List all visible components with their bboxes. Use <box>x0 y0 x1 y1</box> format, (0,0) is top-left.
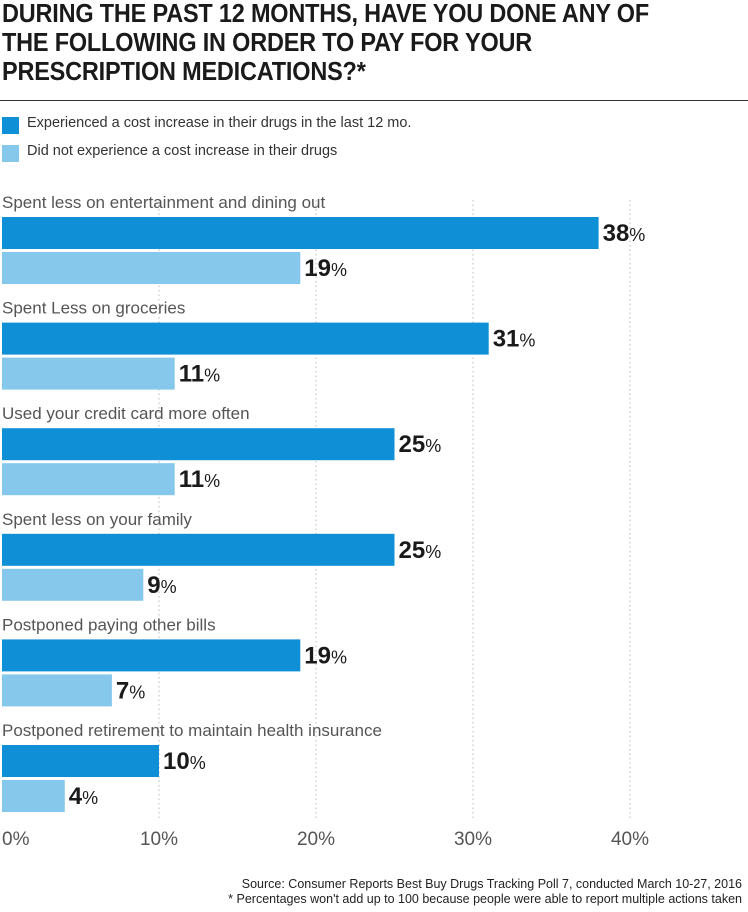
data-label: 19% <box>304 642 347 669</box>
x-tick-label: 0% <box>2 829 30 850</box>
data-label: 11% <box>179 361 220 388</box>
bar-increase <box>2 428 395 461</box>
footnote: * Percentages won't add up to 100 becaus… <box>228 892 742 906</box>
source-note: Source: Consumer Reports Best Buy Drugs … <box>241 877 742 891</box>
category-label: Spent Less on groceries <box>2 299 185 318</box>
bar-increase <box>2 533 395 566</box>
category-label: Used your credit card more often <box>2 404 250 423</box>
legend-label-increase: Experienced a cost increase in their dru… <box>27 115 412 131</box>
data-label: 9% <box>147 572 176 599</box>
x-tick-label: 10% <box>140 829 178 850</box>
bar-increase <box>2 745 159 777</box>
title-divider <box>0 100 748 101</box>
category-label: Spent less on entertainment and dining o… <box>2 193 326 212</box>
bar-no-increase <box>2 252 301 284</box>
data-label: 25% <box>399 431 442 458</box>
data-label: 19% <box>304 255 347 282</box>
data-label: 11% <box>179 466 220 493</box>
data-label: 38% <box>603 220 646 247</box>
chart-footer: Source: Consumer Reports Best Buy Drugs … <box>228 877 742 907</box>
category-label: Postponed retirement to maintain health … <box>2 721 382 740</box>
x-tick-label: 20% <box>297 829 335 850</box>
bar-increase <box>2 322 489 355</box>
legend-swatch-no-increase <box>2 145 19 162</box>
x-tick-label: 30% <box>454 829 492 850</box>
bar-no-increase <box>2 568 144 601</box>
data-label: 4% <box>69 783 98 810</box>
bar-chart: 0% 10% 20% 30% 40% Spent less on entertainmen… <box>2 193 649 850</box>
data-label: 10% <box>163 748 206 775</box>
bar-no-increase <box>2 674 112 707</box>
legend-swatch-increase <box>2 117 19 134</box>
data-label: 31% <box>493 326 536 353</box>
category-label: Postponed paying other bills <box>2 615 216 634</box>
bar-no-increase <box>2 463 175 496</box>
bar-no-increase <box>2 780 65 812</box>
x-tick-label: 40% <box>611 829 649 850</box>
category-label: Spent less on your family <box>2 510 192 529</box>
bar-increase <box>2 217 599 249</box>
bar-no-increase <box>2 357 175 390</box>
chart-title: DURING THE PAST 12 MONTHS, HAVE YOU DONE… <box>2 0 650 86</box>
legend-label-no-increase: Did not experience a cost increase in th… <box>27 143 338 159</box>
data-label: 25% <box>399 537 442 564</box>
bar-increase <box>2 639 301 672</box>
data-label: 7% <box>116 677 145 704</box>
